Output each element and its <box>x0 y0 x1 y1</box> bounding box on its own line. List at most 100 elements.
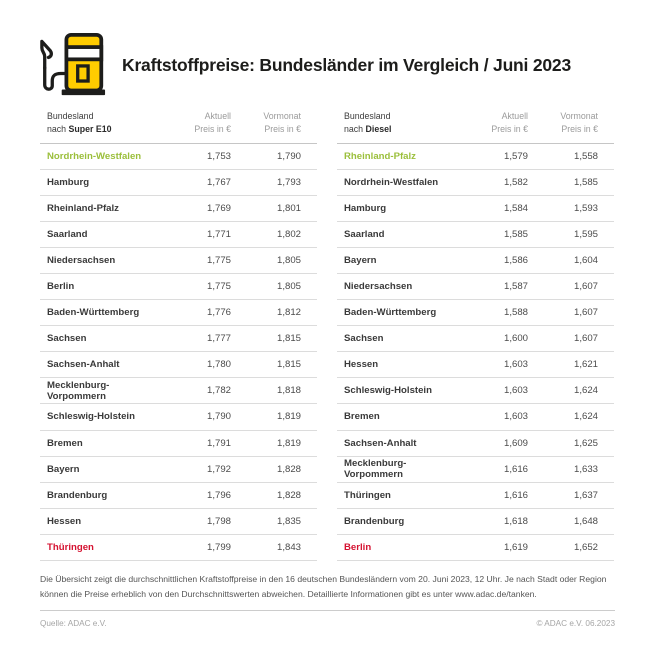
table-row: Niedersachsen 1,587 1,607 <box>337 274 614 301</box>
current-price: 1,616 <box>503 463 528 475</box>
current-price: 1,775 <box>206 281 231 293</box>
previous-price: 1,625 <box>573 437 598 449</box>
state-name: Saarland <box>344 228 385 240</box>
current-price: 1,618 <box>503 515 528 527</box>
previous-price: 1,593 <box>573 202 598 214</box>
nach-label: nach <box>344 123 366 134</box>
previous-price: 1,637 <box>573 489 598 501</box>
state-name: Hessen <box>47 515 82 527</box>
table-row: Baden-Württemberg 1,776 1,812 <box>40 300 317 327</box>
state-name: Nordrhein-Westfalen <box>344 176 439 188</box>
previous-price: 1,607 <box>573 333 598 345</box>
bundesland-label: Bundesland <box>344 111 391 121</box>
current-price: 1,603 <box>503 359 528 371</box>
previous-price: 1,818 <box>276 385 301 397</box>
source-text: Quelle: ADAC e.V. <box>40 619 107 629</box>
previous-price: 1,793 <box>276 176 301 188</box>
current-price: 1,603 <box>503 385 528 397</box>
table-body-diesel: Rheinland-Pfalz 1,579 1,558 Nordrhein-We… <box>337 144 614 561</box>
previous-price: 1,648 <box>573 515 598 527</box>
current-price: 1,799 <box>206 541 231 553</box>
current-price: 1,609 <box>503 437 528 449</box>
table-row: Mecklenburg-Vorpommern 1,616 1,633 <box>337 457 614 483</box>
state-name: Hessen <box>344 359 379 371</box>
current-price: 1,792 <box>206 463 231 475</box>
previous-price: 1,595 <box>573 228 598 240</box>
state-name: Bayern <box>344 254 377 266</box>
previous-price: 1,819 <box>276 411 301 423</box>
current-price: 1,782 <box>206 385 231 397</box>
state-name: Nordrhein-Westfalen <box>47 150 142 162</box>
state-name: Saarland <box>47 228 88 240</box>
state-name: Thüringen <box>344 489 391 501</box>
state-name: Niedersachsen <box>47 254 116 266</box>
state-name: Mecklenburg-Vorpommern <box>47 379 110 402</box>
fuel-type-label: Diesel <box>365 123 392 134</box>
current-price: 1,616 <box>503 489 528 501</box>
table-row: Saarland 1,585 1,595 <box>337 222 614 248</box>
fuel-type-label: Super E10 <box>68 123 112 134</box>
previous-price: 1,802 <box>276 228 301 240</box>
table-row: Nordrhein-Westfalen 1,582 1,585 <box>337 170 614 196</box>
table-row: Brandenburg 1,618 1,648 <box>337 509 614 535</box>
table-row: Bayern 1,586 1,604 <box>337 248 614 274</box>
table-row: Berlin 1,619 1,652 <box>337 535 614 561</box>
previous-price: 1,812 <box>276 307 301 319</box>
previous-price: 1,815 <box>276 359 301 371</box>
table-row: Baden-Württemberg 1,588 1,607 <box>337 300 614 327</box>
current-price: 1,775 <box>206 254 231 266</box>
table-row: Niedersachsen 1,775 1,805 <box>40 248 317 274</box>
source-line: Quelle: ADAC e.V. © ADAC e.V. 06.2023 <box>40 610 615 628</box>
state-name: Hamburg <box>47 176 90 188</box>
previous-price: 1,607 <box>573 281 598 293</box>
current-price: 1,769 <box>206 202 231 214</box>
table-row: Schleswig-Holstein 1,603 1,624 <box>337 378 614 405</box>
state-name: Baden-Württemberg <box>344 307 437 319</box>
page-title: Kraftstoffpreise: Bundesländer im Vergle… <box>122 54 571 75</box>
previous-price: 1,805 <box>276 281 301 293</box>
previous-price: 1,624 <box>573 411 598 423</box>
state-name: Thüringen <box>47 541 94 553</box>
table-body-super-e10: Nordrhein-Westfalen 1,753 1,790 Hamburg … <box>40 144 317 561</box>
table-super-e10: Bundesland nach Super E10 Aktuell Preis … <box>40 108 317 561</box>
previous-price: 1,805 <box>276 254 301 266</box>
previous-price: 1,558 <box>573 150 598 162</box>
state-name: Bremen <box>47 437 83 449</box>
state-name: Niedersachsen <box>344 281 413 293</box>
table-row: Rheinland-Pfalz 1,769 1,801 <box>40 196 317 222</box>
state-name: Sachsen <box>47 333 87 345</box>
disclaimer-text: Die Übersicht zeigt die durchschnittlich… <box>40 574 607 600</box>
current-price: 1,777 <box>206 333 231 345</box>
previous-price: 1,835 <box>276 515 301 527</box>
column-header-bundesland: Bundesland nach Diesel <box>337 110 460 136</box>
state-name: Rheinland-Pfalz <box>344 150 416 162</box>
state-name: Sachsen <box>344 333 384 345</box>
state-name: Hamburg <box>344 202 387 214</box>
current-price: 1,771 <box>206 228 231 240</box>
table-header: Bundesland nach Diesel Aktuell Preis in … <box>337 108 614 144</box>
current-price: 1,619 <box>503 541 528 553</box>
table-row: Bayern 1,792 1,828 <box>40 457 317 483</box>
current-price: 1,798 <box>206 515 231 527</box>
current-price: 1,791 <box>206 437 231 449</box>
table-row: Saarland 1,771 1,802 <box>40 222 317 248</box>
table-row: Nordrhein-Westfalen 1,753 1,790 <box>40 144 317 170</box>
state-name: Berlin <box>47 281 75 293</box>
tables-area: Bundesland nach Super E10 Aktuell Preis … <box>40 108 615 561</box>
previous-price: 1,621 <box>573 359 598 371</box>
previous-price: 1,652 <box>573 541 598 553</box>
previous-price: 1,790 <box>276 150 301 162</box>
table-row: Rheinland-Pfalz 1,579 1,558 <box>337 144 614 170</box>
column-header-vormonat: Vormonat Preis in € <box>263 111 301 134</box>
table-row: Sachsen-Anhalt 1,780 1,815 <box>40 352 317 379</box>
current-price: 1,780 <box>206 359 231 371</box>
current-price: 1,586 <box>503 254 528 266</box>
table-row: Mecklenburg-Vorpommern 1,782 1,818 <box>40 378 317 405</box>
current-price: 1,767 <box>206 176 231 188</box>
state-name: Bremen <box>344 411 380 423</box>
column-header-aktuell: Aktuell Preis in € <box>194 111 231 134</box>
previous-price: 1,604 <box>573 254 598 266</box>
table-row: Berlin 1,775 1,805 <box>40 274 317 301</box>
table-row: Schleswig-Holstein 1,790 1,819 <box>40 404 317 431</box>
